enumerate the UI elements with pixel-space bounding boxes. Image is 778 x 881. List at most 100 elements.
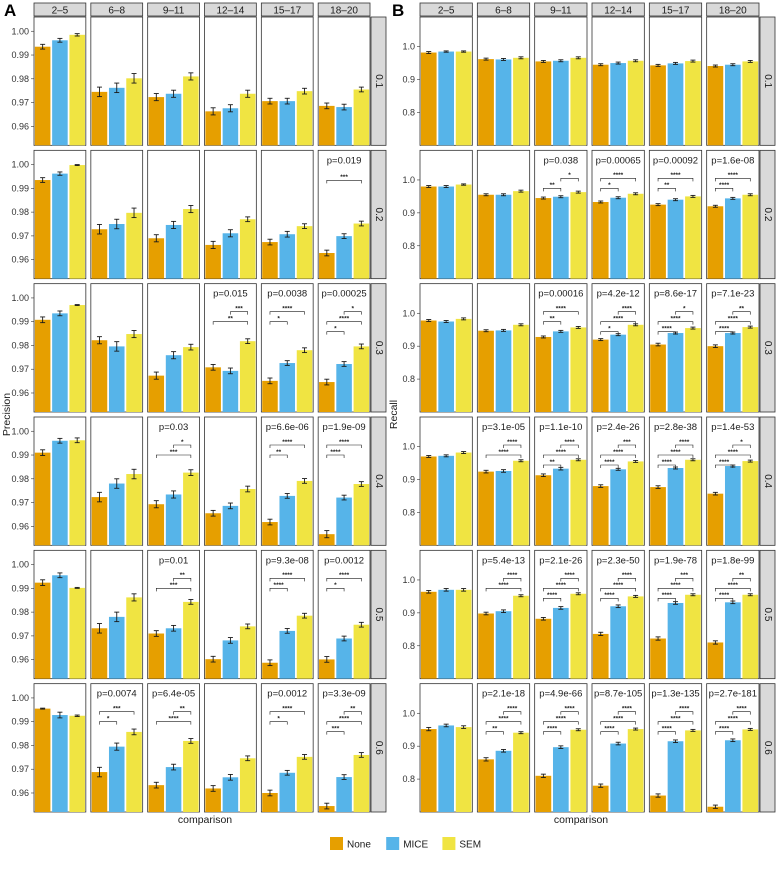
- bar-mice: [108, 87, 125, 146]
- facet-cell: p=2.7e-181 **** **** ****: [706, 683, 760, 813]
- facet-cell: [90, 549, 144, 680]
- y-tick-label: 1.00: [11, 293, 29, 303]
- significance-bracket: [600, 464, 619, 468]
- bar-mice: [495, 330, 512, 412]
- significance-bracket: [657, 598, 676, 602]
- significance-stars: ****: [547, 725, 558, 732]
- panel-a-precision: A Precision 2–5 6–8 9–11 12–14 15–17 18–20 0.1 0.…: [1, 1, 387, 813]
- bar-none: [34, 180, 51, 279]
- significance-stars: ****: [670, 449, 681, 456]
- significance-stars: ****: [169, 715, 180, 722]
- p-value: p=0.015: [213, 289, 248, 300]
- bar-mice: [279, 234, 296, 279]
- significance-stars: ***: [332, 725, 340, 732]
- bar-sem: [685, 594, 701, 679]
- legend-swatch: [386, 837, 400, 850]
- bar-mice: [610, 469, 627, 546]
- y-tick-label: 1.0: [402, 175, 415, 185]
- significance-bracket: [600, 188, 619, 192]
- p-value: p=0.00065: [596, 155, 641, 166]
- significance-stars: **: [350, 705, 356, 712]
- y-tick-label: 1.0: [402, 308, 415, 318]
- bar-sem: [570, 327, 587, 412]
- significance-bracket: [543, 188, 562, 192]
- y-tick-label: 1.00: [11, 160, 29, 170]
- bar-sem: [69, 165, 85, 279]
- significance-stars: *: [568, 172, 571, 179]
- bar-mice: [108, 346, 125, 412]
- significance-bracket: [657, 454, 694, 458]
- facet-cell: p=4.9e-66 **** **** ****: [534, 683, 588, 813]
- significance-bracket: [173, 444, 192, 448]
- bar-mice: [610, 197, 627, 279]
- significance-bracket: [715, 721, 751, 725]
- column-strip-label: 15–17: [662, 6, 690, 17]
- bar-sem: [627, 729, 644, 812]
- significance-bracket: [99, 721, 118, 725]
- bar-none: [34, 452, 51, 546]
- bar-mice: [108, 746, 125, 812]
- facet-cell: p=0.0012 *****: [317, 549, 371, 680]
- facet-cell: p=8.7e-105 **** **** ****: [591, 683, 645, 813]
- row-strip: [370, 549, 387, 680]
- bar-mice: [552, 60, 569, 146]
- column-strip: [317, 2, 371, 17]
- significance-stars: *: [683, 305, 686, 312]
- bar-mice: [724, 64, 741, 146]
- bar-mice: [552, 607, 569, 679]
- significance-stars: ****: [719, 325, 730, 332]
- column-strip: [33, 2, 87, 17]
- significance-bracket: [600, 178, 636, 182]
- significance-bracket: [230, 311, 248, 315]
- bar-mice: [495, 194, 512, 279]
- bar-mice: [438, 186, 455, 279]
- significance-stars: **: [739, 572, 745, 579]
- y-tick-label: 0.99: [11, 183, 29, 193]
- significance-bracket: [675, 578, 694, 582]
- x-axis-title-b: comparison: [554, 814, 608, 826]
- bar-mice: [222, 505, 239, 546]
- significance-bracket: [173, 711, 192, 715]
- bar-mice: [552, 196, 569, 279]
- facet-cell: [90, 283, 144, 413]
- bar-mice: [495, 470, 512, 546]
- facet-cell: [419, 149, 473, 280]
- bar-mice: [52, 440, 68, 546]
- bar-mice: [724, 602, 741, 679]
- bar-none: [148, 375, 165, 412]
- significance-stars: ***: [340, 174, 348, 181]
- bar-sem: [183, 601, 199, 679]
- significance-bracket: [600, 731, 619, 735]
- significance-bracket: [715, 731, 734, 735]
- significance-stars: ****: [556, 449, 567, 456]
- facet-cell: p=0.019 ***: [317, 149, 371, 280]
- significance-stars: ***: [170, 582, 178, 589]
- y-tick-label: 0.98: [11, 740, 29, 750]
- y-tick-label: 0.8: [402, 774, 415, 784]
- significance-stars: ****: [282, 305, 293, 312]
- bar-mice: [610, 743, 627, 812]
- significance-stars: *: [334, 325, 337, 332]
- facet-cell: [147, 149, 200, 280]
- bar-sem: [126, 78, 142, 146]
- facet-cell: [419, 549, 473, 680]
- p-value: p=0.00016: [538, 289, 583, 300]
- bar-none: [420, 456, 437, 546]
- bar-none: [420, 729, 437, 812]
- facet-cell: p=0.0038 *****: [260, 283, 314, 413]
- significance-bracket: [543, 588, 579, 592]
- significance-bracket: [99, 711, 135, 715]
- facet-cell: p=2.4e-26***********: [591, 416, 645, 546]
- significance-bracket: [269, 711, 305, 715]
- bar-sem: [296, 350, 313, 412]
- bar-mice: [165, 494, 182, 546]
- p-value: p=1.9e-78: [654, 555, 697, 566]
- bar-sem: [742, 61, 759, 146]
- column-strip-label: 15–17: [273, 6, 301, 17]
- bar-sem: [296, 480, 313, 546]
- bar-sem: [685, 61, 701, 146]
- y-tick-label: 1.0: [402, 575, 415, 585]
- significance-stars: ****: [547, 592, 558, 599]
- bar-mice: [336, 777, 352, 812]
- facet-cell: p=0.00016 ******: [534, 283, 588, 413]
